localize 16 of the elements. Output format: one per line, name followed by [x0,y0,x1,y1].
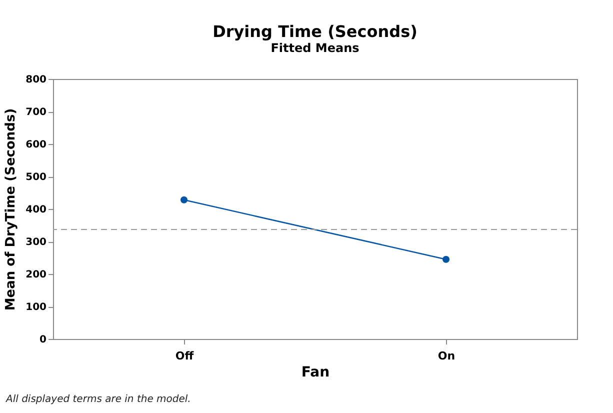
y-tick-label: 200 [26,270,47,280]
y-tick-label: 0 [40,334,47,346]
y-tick-label: 300 [26,237,47,248]
x-axis-title: Fan [301,364,330,380]
y-tick-label: 400 [26,204,47,216]
y-tick-label: 700 [26,107,47,118]
y-tick-label: 800 [26,74,47,86]
text: All displayed terms are in the model. [6,394,191,405]
chart-title: Drying Time (Seconds) [212,22,418,41]
chart-subtitle: Fitted Means [270,41,360,55]
y-axis-title: Mean of DryTime (Seconds) [4,108,19,311]
y-tick-label: 500 [26,172,47,183]
y-tick-label: 600 [26,140,47,150]
y-tick-label: 100 [26,302,47,313]
x-tick-label: Off [175,350,194,362]
x-tick-label: On [438,350,456,362]
